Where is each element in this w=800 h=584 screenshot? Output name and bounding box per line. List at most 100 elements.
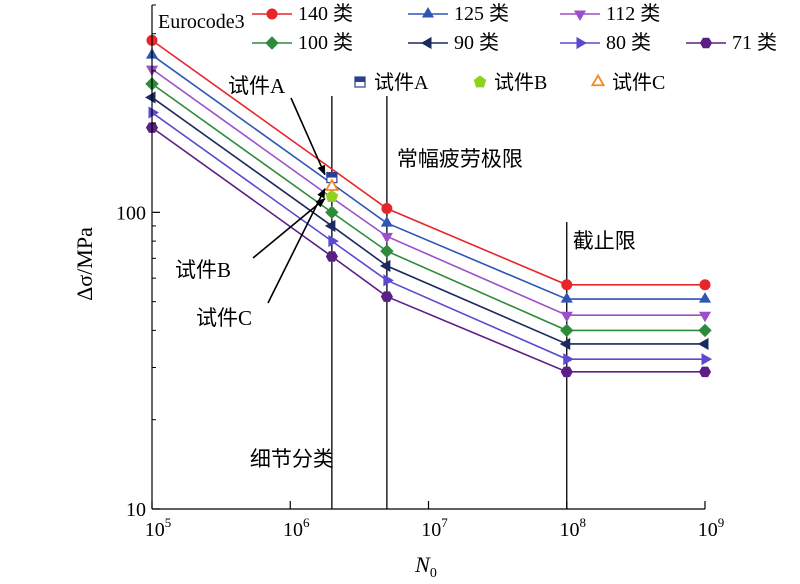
data-point (560, 311, 573, 323)
y-axis-label: Δσ/MPa (72, 227, 97, 301)
x-tick-base: 10 (698, 519, 718, 541)
data-point (698, 366, 712, 378)
data-point (325, 205, 339, 220)
data-point (381, 203, 393, 215)
legend-marker (421, 7, 435, 18)
data-point (561, 279, 573, 291)
x-tick-exponent: 6 (303, 515, 310, 530)
legend-marker (473, 75, 487, 88)
x-tick-label: 108 (560, 515, 587, 541)
data-point (380, 216, 393, 227)
x-tick-label: 107 (421, 515, 448, 541)
data-point (324, 219, 336, 232)
legend-entry: 71 类 (686, 31, 777, 54)
legend-entry: 100 类 (252, 31, 353, 54)
data-point (560, 292, 573, 303)
annotation-arrow (290, 97, 326, 176)
legend-label: 112 类 (606, 2, 660, 25)
x-tick-base: 10 (145, 519, 165, 541)
legend-label: 试件B (494, 71, 547, 94)
vertical-line-label: 细节分类 (250, 447, 334, 471)
x-tick-exponent: 7 (441, 515, 448, 530)
legend-entry: 80 类 (560, 31, 651, 54)
x-tick-exponent: 9 (718, 515, 725, 530)
data-point (698, 311, 712, 323)
legend-entry: 140 类 (252, 2, 353, 25)
legend-entry: 试件B (473, 71, 547, 94)
x-tick-exponent: 8 (580, 515, 587, 530)
legend-entry: 试件A (354, 71, 429, 94)
data-point (380, 232, 393, 244)
data-point (560, 366, 573, 378)
annotation-label: 试件A (228, 74, 286, 98)
x-tick-base: 10 (283, 519, 303, 541)
legend-label: 80 类 (606, 31, 651, 54)
data-point (383, 274, 394, 287)
vertical-line-label: 截止限 (573, 229, 636, 253)
y-tick-label: 100 (116, 202, 146, 224)
legend-label: 试件C (612, 71, 665, 94)
legend-label: 90 类 (454, 31, 499, 54)
data-point (699, 279, 711, 291)
series-line (151, 83, 705, 332)
series-line (151, 68, 705, 317)
y-tick-group: 10 100 (116, 4, 160, 521)
x-axis-label: N0 (414, 552, 437, 581)
specimen-point (324, 178, 340, 191)
data-point (379, 259, 391, 272)
x-tick-base: 10 (560, 519, 580, 541)
legend-marker (573, 10, 587, 21)
annotation-arrow (267, 187, 326, 304)
legend: Eurocode3 140 类 125 类 112 类 100 类 90 类 80 类 71… (158, 2, 777, 94)
annotation-label: 试件C (196, 306, 252, 330)
legend-marker (590, 73, 606, 87)
legend-label: 125 类 (454, 2, 509, 25)
data-point (698, 292, 712, 303)
data-point (697, 337, 709, 351)
x-tick-label: 105 (145, 515, 172, 541)
specimen-layer (324, 171, 340, 202)
data-point (380, 244, 394, 258)
legend-marker (699, 37, 713, 49)
data-point (145, 91, 156, 104)
x-axis-label-subscript: 0 (430, 566, 437, 581)
data-point (698, 323, 712, 338)
legend-marker (421, 36, 432, 50)
data-point (559, 337, 571, 351)
x-tick-label: 109 (698, 515, 725, 541)
legend-title: Eurocode3 (158, 11, 245, 33)
legend-entry: 试件C (590, 71, 665, 94)
data-point (560, 323, 574, 338)
legend-marker (265, 36, 279, 50)
specimen-point (325, 189, 339, 202)
legend-label: 100 类 (298, 31, 353, 54)
x-tick-group: 105 106 107 108 109 (145, 501, 725, 541)
legend-entry: 125 类 (408, 2, 509, 25)
legend-label: 140 类 (298, 2, 353, 25)
data-point (563, 353, 574, 366)
legend-marker (266, 8, 278, 20)
annotation-layer: 试件A 试件B 试件C (175, 74, 326, 330)
data-point (328, 235, 339, 248)
annotation-arrow (252, 197, 326, 259)
data-point (701, 353, 713, 366)
x-axis-label-main: N (414, 552, 431, 577)
x-tick-label: 106 (283, 515, 310, 541)
x-tick-exponent: 5 (165, 515, 172, 530)
data-point (325, 251, 338, 262)
legend-marker (576, 36, 587, 50)
legend-marker (354, 76, 366, 88)
data-point (148, 106, 160, 119)
legend-label: 试件A (374, 71, 429, 94)
legend-label: 71 类 (732, 31, 777, 54)
vertical-line-label: 常幅疲劳极限 (397, 147, 523, 171)
data-point (380, 291, 393, 302)
legend-entry: 90 类 (408, 31, 499, 54)
annotation-label: 试件B (175, 258, 231, 282)
series-layer (145, 34, 713, 378)
y-tick-label: 10 (126, 499, 146, 521)
x-tick-base: 10 (421, 519, 441, 541)
legend-entry: 112 类 (560, 2, 660, 25)
